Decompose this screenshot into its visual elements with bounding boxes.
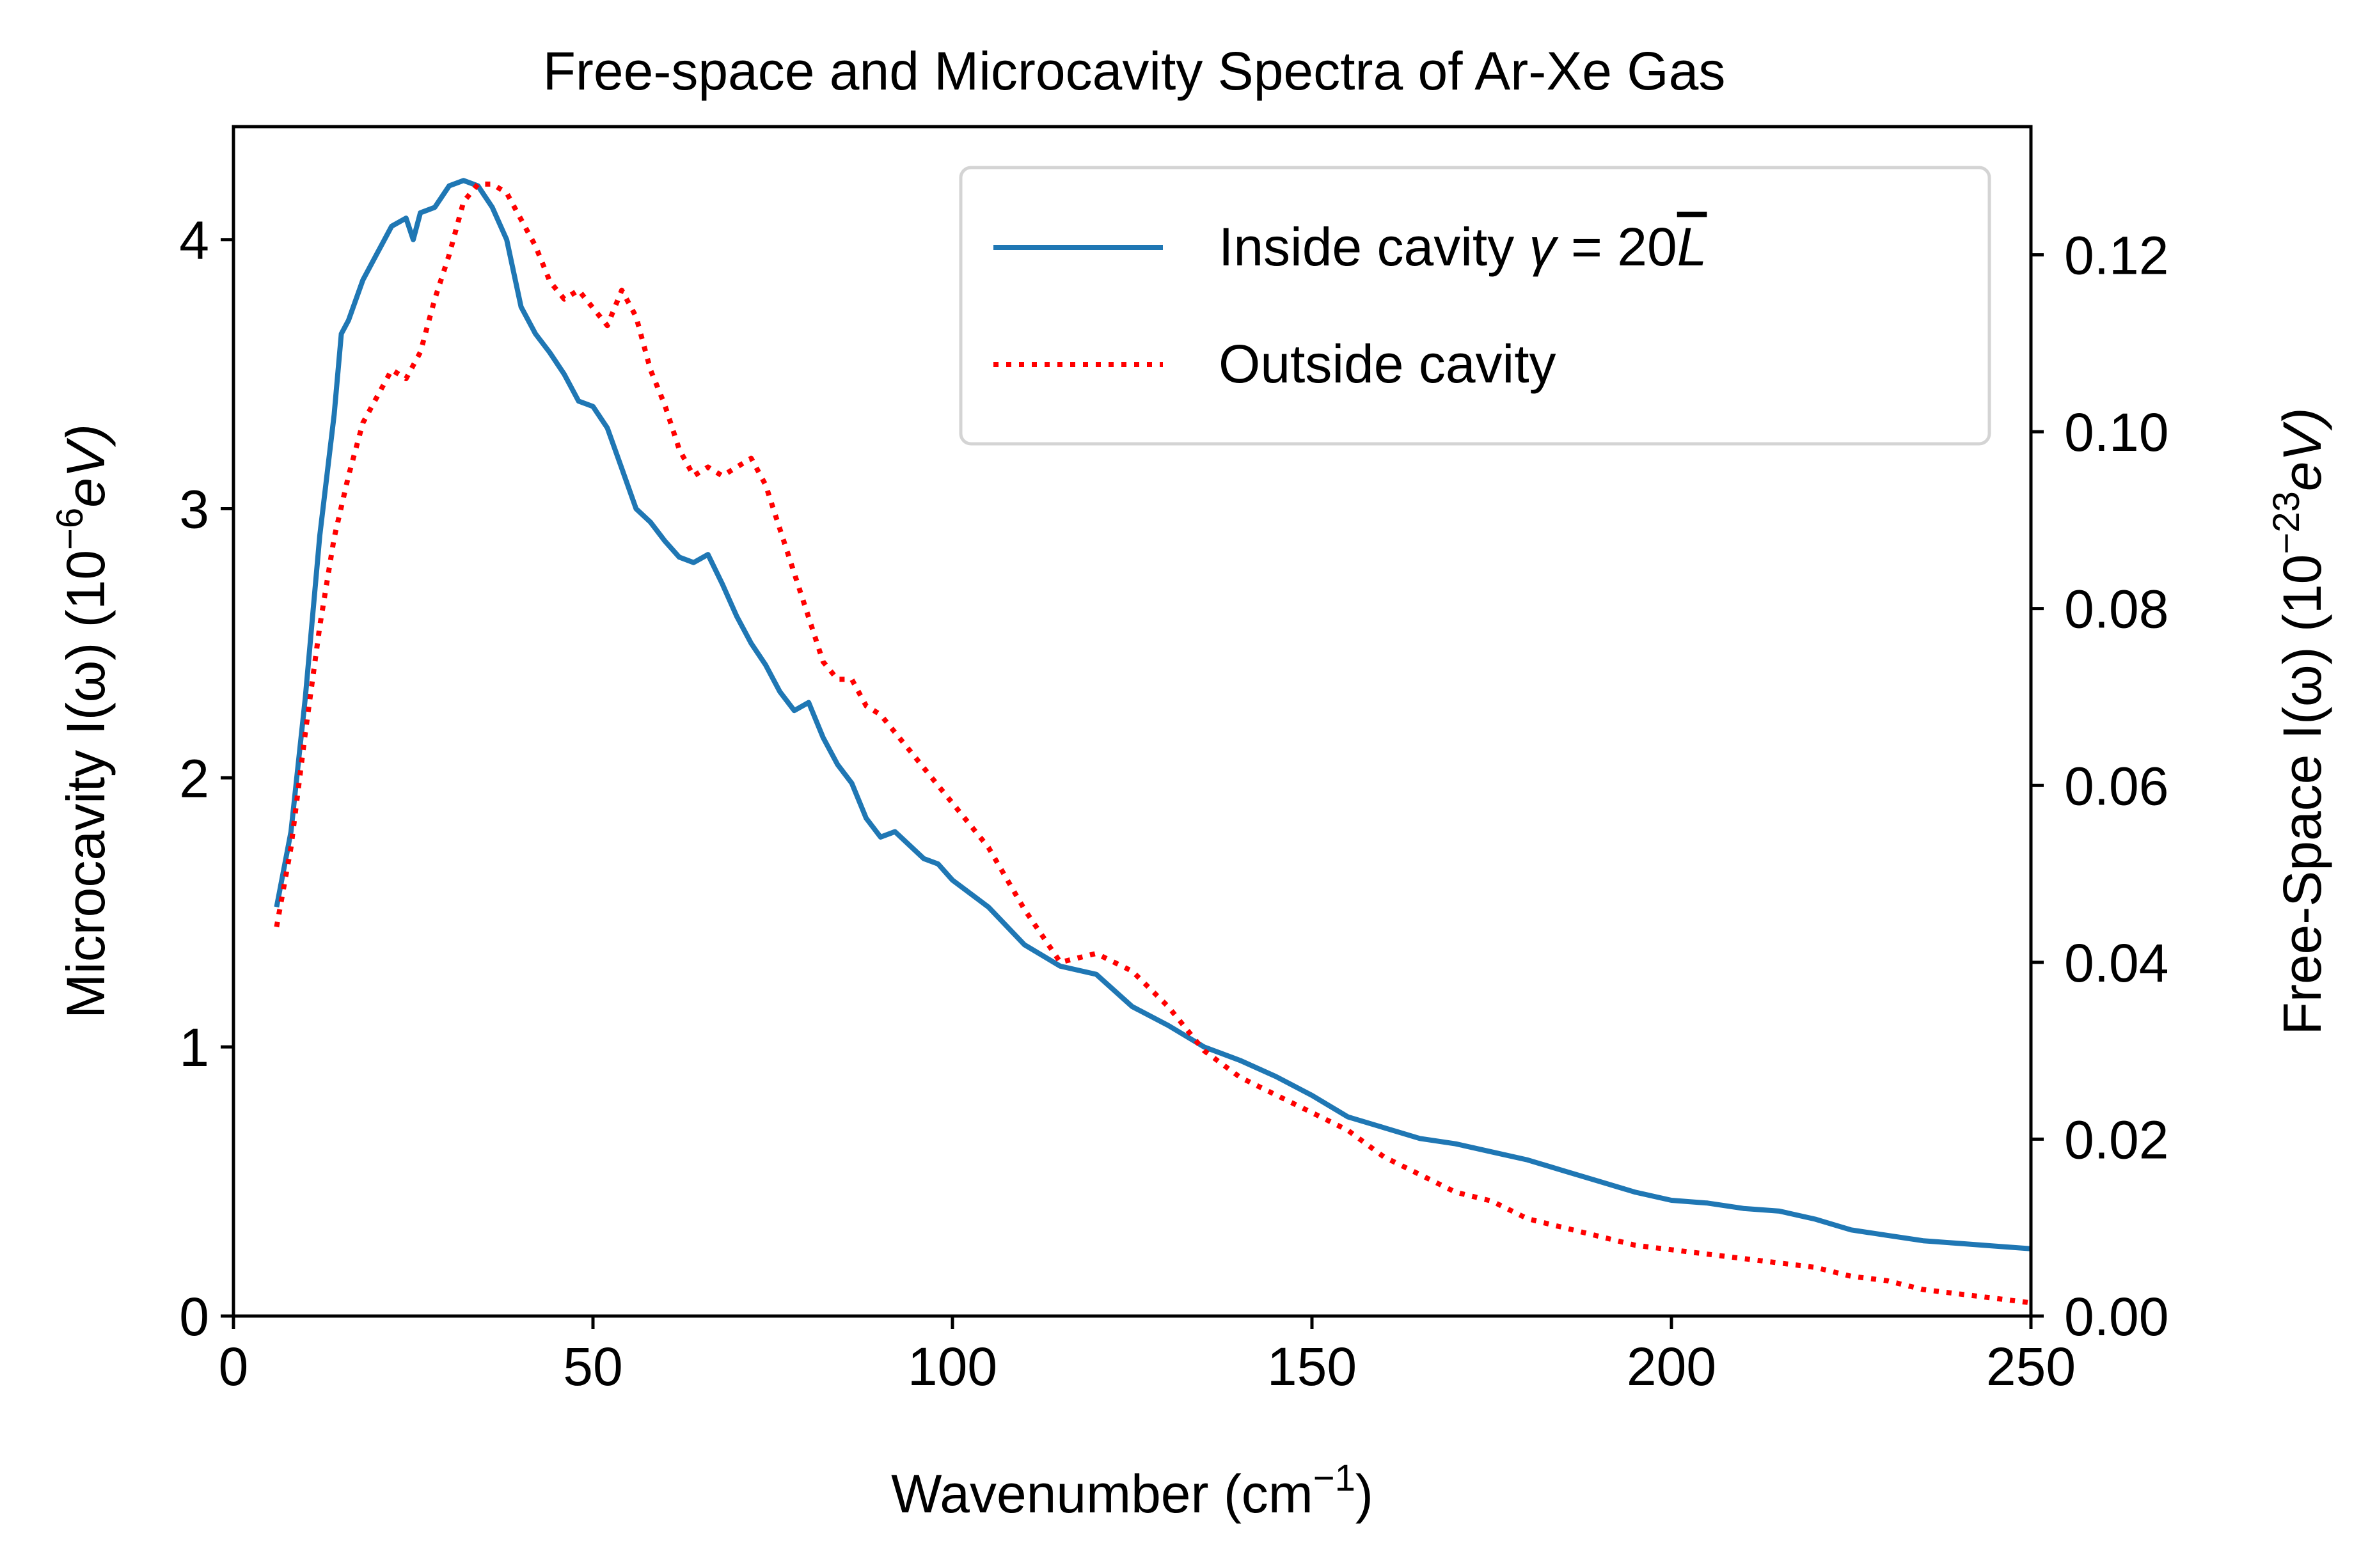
y-axis-right-label-base: Free-Space I(ω) (10 bbox=[2272, 554, 2332, 1035]
legend-label-outside-cavity: Outside cavity bbox=[1219, 334, 1556, 394]
series-line-inside-cavity bbox=[274, 178, 2032, 1251]
legend-label-inside-cavity: Inside cavity γ = 20L bbox=[1219, 217, 1707, 277]
x-tick-label: 250 bbox=[1986, 1337, 2076, 1397]
x-axis-label-sup: −1 bbox=[1313, 1457, 1355, 1499]
chart-title: Free-space and Microcavity Spectra of Ar… bbox=[543, 41, 1726, 101]
y-right-tick-label: 0.10 bbox=[2064, 402, 2169, 462]
legend-label-inside-cavity-mid: = 20 bbox=[1556, 217, 1677, 277]
y-right-tick-label: 0.02 bbox=[2064, 1109, 2169, 1170]
x-tick-label: 150 bbox=[1267, 1337, 1357, 1397]
legend-frame bbox=[959, 166, 1991, 446]
x-axis-label-base: Wavenumber (cm bbox=[891, 1464, 1313, 1524]
x-tick-label: 50 bbox=[563, 1337, 622, 1397]
y-axis-right: 0.00 0.02 0.04 0.06 0.08 0.10 0.12 bbox=[2031, 226, 2169, 1347]
data-series bbox=[274, 178, 2032, 1306]
y-axis-left-label-end: eV) bbox=[56, 424, 116, 508]
legend: Inside cavity γ = 20L Outside cavity bbox=[959, 166, 1991, 446]
y-left-tick-label: 1 bbox=[179, 1017, 209, 1078]
legend-label-inside-cavity-over: L bbox=[1677, 217, 1707, 277]
x-axis-label-end: ) bbox=[1355, 1464, 1373, 1524]
y-right-tick-label: 0.12 bbox=[2064, 226, 2169, 286]
y-right-tick-label: 0.04 bbox=[2064, 933, 2169, 993]
legend-label-inside-cavity-base: Inside cavity bbox=[1219, 217, 1529, 277]
y-left-tick-label: 4 bbox=[179, 210, 209, 270]
y-axis-right-label-sup: −23 bbox=[2266, 491, 2307, 554]
y-axis-left-label-base: Microcavity I(ω) (10 bbox=[56, 550, 116, 1019]
series-line-outside-cavity bbox=[274, 181, 2032, 1306]
y-left-tick-label: 2 bbox=[179, 748, 209, 808]
y-right-tick-label: 0.06 bbox=[2064, 756, 2169, 816]
y-left-tick-label: 3 bbox=[179, 480, 209, 540]
x-tick-label: 100 bbox=[908, 1337, 997, 1397]
x-axis-label: Wavenumber (cm−1) bbox=[891, 1457, 1373, 1524]
x-axis: 0 50 100 150 200 250 bbox=[219, 1316, 2076, 1397]
x-tick-label: 200 bbox=[1627, 1337, 1716, 1397]
y-axis-right-label-end: eV) bbox=[2272, 408, 2332, 492]
legend-label-inside-cavity-var: γ bbox=[1529, 217, 1559, 277]
plot-frame bbox=[232, 125, 2033, 1318]
y-left-tick-label: 0 bbox=[179, 1287, 209, 1347]
y-axis-left: 0 1 2 3 4 bbox=[179, 210, 233, 1347]
y-right-tick-label: 0.00 bbox=[2064, 1287, 2169, 1347]
y-axis-left-label-sup: −6 bbox=[49, 508, 91, 550]
x-tick-label: 0 bbox=[219, 1337, 249, 1397]
y-axis-right-label: Free-Space I(ω) (10−23eV) bbox=[2266, 408, 2332, 1035]
y-right-tick-label: 0.08 bbox=[2064, 579, 2169, 639]
y-axis-left-label: Microcavity I(ω) (10−6eV) bbox=[49, 424, 116, 1019]
